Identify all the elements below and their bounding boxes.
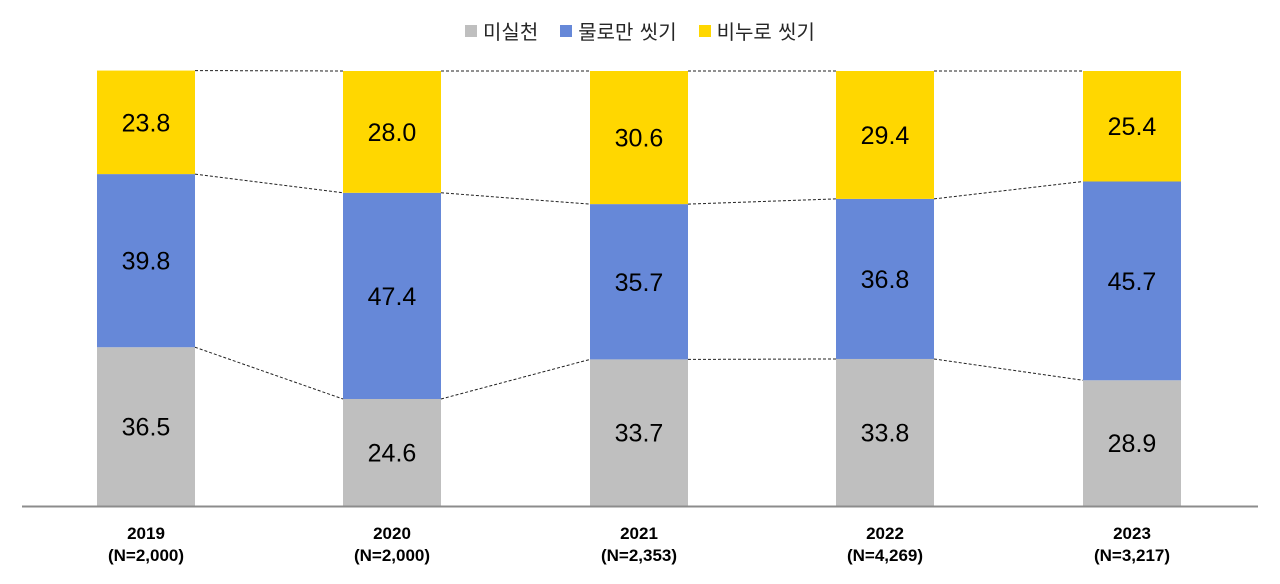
x-tick-label: 2023 (N=3,217) — [1094, 524, 1170, 565]
x-tick-label: 2022 (N=4,269) — [847, 524, 923, 565]
bar-segment — [590, 359, 688, 506]
data-label: 39.8 — [122, 248, 171, 276]
series-line — [440, 192, 591, 205]
data-label: 28.0 — [368, 119, 417, 147]
legend-swatch-not-practiced — [465, 24, 478, 37]
data-label: 30.6 — [615, 125, 664, 153]
data-label: 29.4 — [861, 122, 910, 150]
data-label: 24.6 — [368, 439, 417, 467]
data-label: 23.8 — [122, 109, 171, 137]
data-label: 36.8 — [861, 266, 910, 294]
bar-segment — [836, 358, 934, 506]
legend-item-with-soap: 비누로 씻기 — [698, 16, 815, 45]
data-label: 36.5 — [122, 414, 171, 442]
bar-segment — [97, 70, 195, 175]
series-line — [440, 358, 591, 400]
data-label: 47.4 — [368, 283, 417, 311]
bar-segment — [97, 174, 195, 348]
bar-segment — [590, 71, 688, 205]
bar-segment — [343, 192, 441, 399]
x-tick-label: 2020 (N=2,000) — [354, 524, 430, 565]
bar-segment — [836, 71, 934, 199]
series-line — [194, 173, 344, 194]
legend-label-with-soap: 비누로 씻기 — [716, 20, 815, 44]
legend-label-water-only: 물로만 씻기 — [578, 20, 677, 44]
bar-segment — [343, 71, 441, 193]
x-tick-label: 2019 (N=2,000) — [108, 524, 184, 565]
bar-segment — [1083, 71, 1181, 182]
bar-segment — [590, 204, 688, 360]
bar-segment — [343, 398, 441, 506]
legend-item-not-practiced: 미실천 — [465, 16, 538, 45]
data-label: 28.9 — [1108, 430, 1157, 458]
data-label: 33.8 — [861, 419, 910, 447]
x-tick-label: 2021 (N=2,353) — [601, 524, 677, 565]
series-line — [687, 198, 837, 205]
series-line — [933, 358, 1084, 381]
legend: 미실천 물로만 씻기 비누로 씻기 — [0, 16, 1280, 45]
series-line — [933, 180, 1084, 200]
legend-label-not-practiced: 미실천 — [483, 20, 539, 44]
data-label: 45.7 — [1108, 268, 1157, 296]
legend-swatch-with-soap — [698, 24, 711, 37]
bar-segment — [97, 347, 195, 506]
data-label: 25.4 — [1108, 113, 1157, 141]
data-label: 33.7 — [615, 420, 664, 448]
bar-segment — [1083, 181, 1181, 381]
legend-swatch-water-only — [560, 24, 573, 37]
legend-item-water-only: 물로만 씻기 — [560, 16, 677, 45]
bar-segment — [836, 198, 934, 359]
bar-segment — [1083, 380, 1181, 506]
data-label: 35.7 — [615, 269, 664, 297]
series-line — [194, 346, 344, 400]
